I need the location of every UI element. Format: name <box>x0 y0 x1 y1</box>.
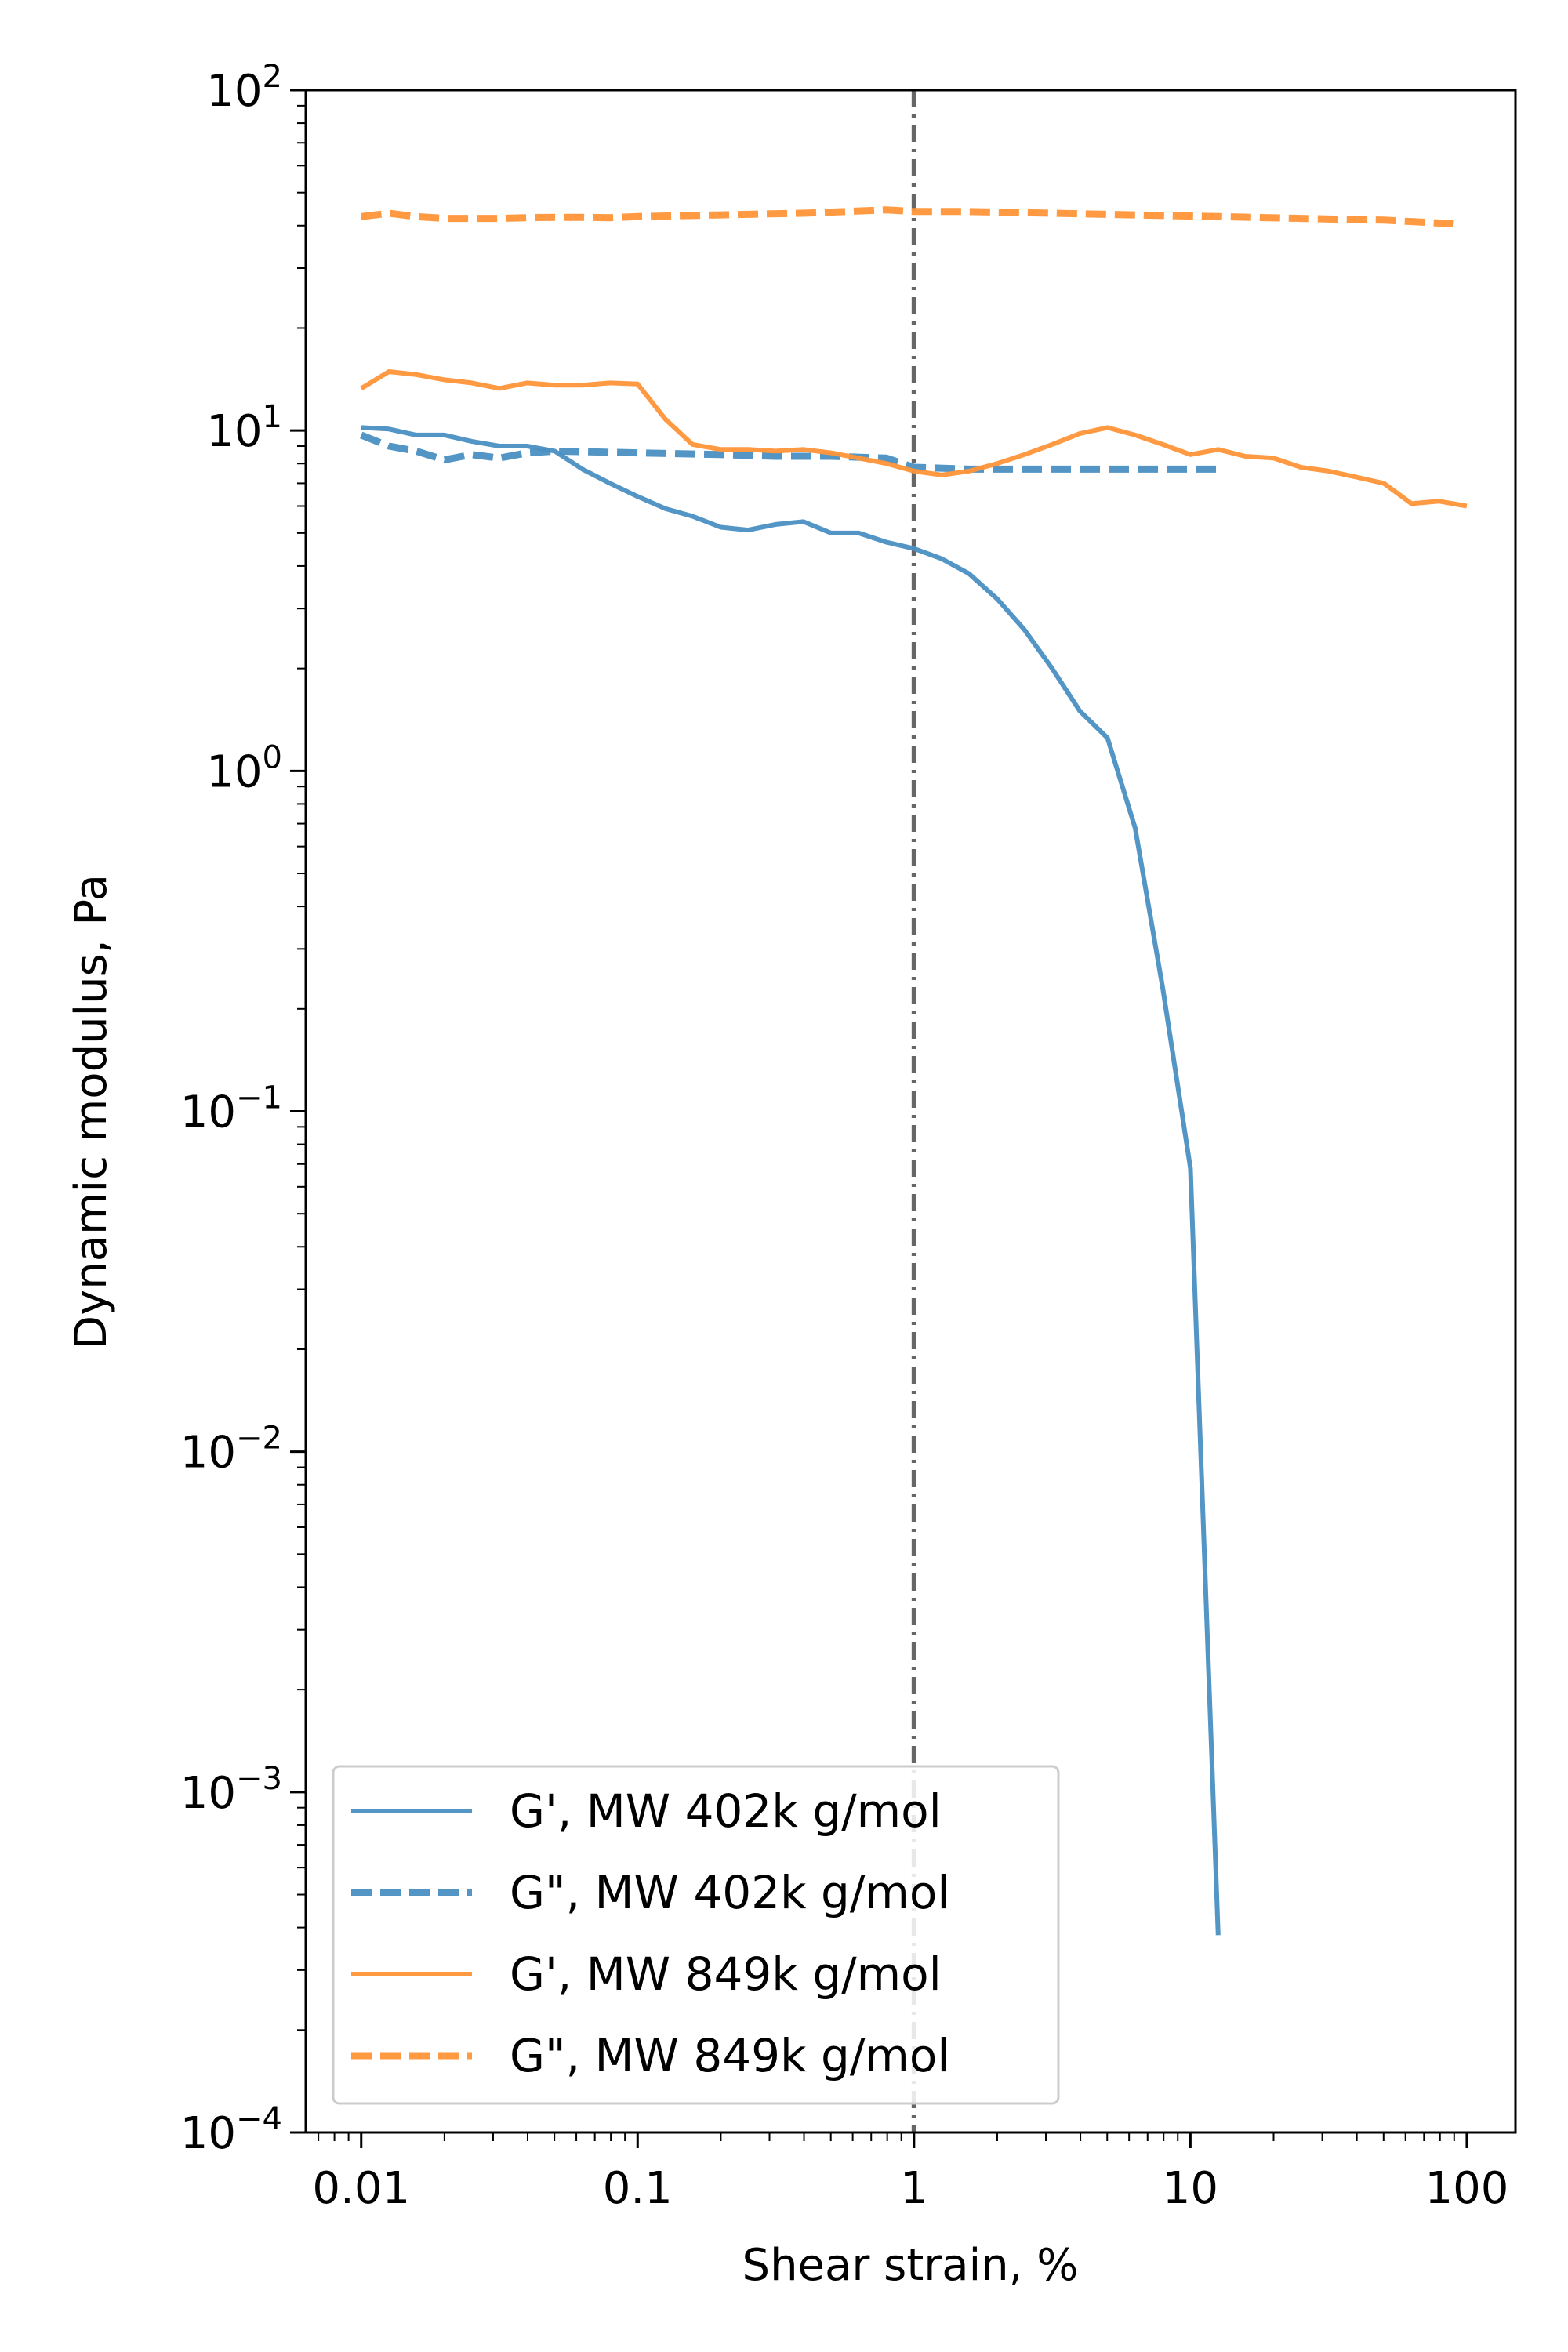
x-tick-label: 0.1 <box>603 2163 673 2214</box>
x-tick-label: 1 <box>900 2163 928 2214</box>
y-tick-label: 10−3 <box>180 1761 282 1819</box>
x-tick-label: 0.01 <box>312 2163 410 2214</box>
legend-label-1: G", MW 402k g/mol <box>510 1866 950 1919</box>
series-line-3 <box>361 206 1454 227</box>
y-axis-label: Dynamic modulus, Pa <box>66 874 117 1349</box>
series-line-2 <box>360 369 1468 509</box>
x-tick-label: 100 <box>1425 2163 1508 2214</box>
y-axis: 10−4 10−3 10−2 10−1 100 101 102 <box>180 59 306 2159</box>
y-tick-label: 10−4 <box>180 2101 282 2159</box>
legend-box <box>332 1765 1060 2105</box>
y-tick-label: 10−1 <box>180 1080 282 1138</box>
y-tick-label: 102 <box>206 59 282 117</box>
legend-label-2: G', MW 849k g/mol <box>510 1947 942 2001</box>
series-line-1 <box>360 431 1218 473</box>
y-tick-label: 100 <box>206 739 282 797</box>
legend-label-3: G", MW 849k g/mol <box>510 2029 950 2082</box>
legend-label-0: G', MW 402k g/mol <box>510 1784 942 1838</box>
y-tick-label: 10−2 <box>180 1421 282 1479</box>
y-tick-label: 101 <box>206 399 282 457</box>
series-line-0 <box>361 425 1221 1936</box>
legend: G', MW 402k g/mol G", MW 402k g/mol G', MW… <box>332 1765 1060 2105</box>
x-axis: 0.01 0.1 1 10 100 <box>312 2132 1508 2214</box>
x-tick-label: 10 <box>1163 2163 1218 2214</box>
x-axis-label: Shear strain, % <box>742 2240 1079 2291</box>
